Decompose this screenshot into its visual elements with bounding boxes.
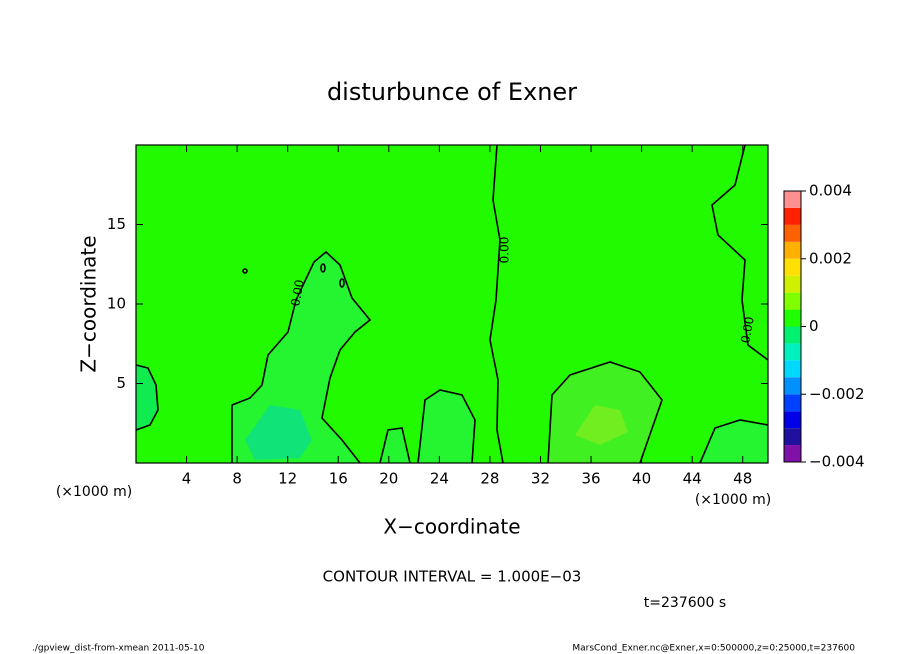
contour-interval: CONTOUR INTERVAL = 1.000E−03 (323, 568, 582, 586)
colorbar-swatch (784, 275, 801, 293)
contour-label: 0.00 (288, 279, 306, 308)
field-region (575, 405, 628, 445)
x-tick-label: 16 (329, 470, 348, 488)
colorbar-swatch (784, 207, 801, 225)
contour-line (339, 278, 345, 288)
colorbar-swatch (784, 224, 801, 242)
colorbar-swatch (784, 191, 801, 208)
field-region (380, 428, 410, 463)
contour-lines (135, 144, 769, 464)
colorbar-swatch (784, 258, 801, 276)
colorbar-swatch (784, 241, 801, 259)
x-tick-label: 32 (531, 470, 550, 488)
contour-line (547, 361, 663, 464)
field-region (418, 390, 475, 463)
x-tick-label: 40 (632, 470, 651, 488)
y-tick-label: 15 (107, 215, 126, 233)
field (136, 145, 768, 463)
chart-title: disturbunce of Exner (327, 78, 577, 106)
field-region (700, 420, 768, 463)
colorbar-swatch (784, 394, 801, 412)
x-tick-label: 4 (182, 470, 192, 488)
field-region (245, 405, 312, 460)
contour-line (242, 268, 248, 274)
colorbar-swatch (784, 309, 801, 327)
contour-label: 0.00 (738, 316, 756, 345)
x-tick-label: 24 (430, 470, 449, 488)
x-unit: (×1000 m) (56, 484, 132, 500)
time-label: t=237600 s (644, 595, 726, 611)
y-axis-label: Z−coordinate (77, 235, 101, 372)
footer: MarsCond_Exner.nc@Exner,x=0:500000,z=0:2… (572, 644, 855, 654)
contour-line (320, 263, 326, 273)
field-region (136, 365, 158, 430)
y-tick-label: 10 (107, 295, 126, 313)
colorbar-swatch (784, 445, 801, 462)
x-tick-label: 8 (232, 470, 242, 488)
contour-line (379, 427, 411, 464)
y-tick-label: 5 (116, 374, 126, 392)
colorbar-tick-label: 0 (809, 317, 819, 335)
colorbar-swatch (784, 360, 801, 378)
colorbar-swatch (784, 377, 801, 395)
contour-line (135, 364, 159, 431)
x-tick-label: 36 (581, 470, 600, 488)
contour-line (231, 250, 372, 464)
colorbar-tick-label: −0.002 (809, 385, 865, 403)
colorbar-tick-label: 0.002 (809, 249, 852, 267)
x-tick-label: 48 (733, 470, 752, 488)
contour-line (711, 144, 769, 361)
x-axis-label: X−coordinate (383, 515, 520, 539)
x-tick-label: 28 (480, 470, 499, 488)
x-tick-label: 12 (278, 470, 297, 488)
colorbar-swatch (784, 343, 801, 361)
colorbar-tick-label: 0.004 (809, 182, 852, 200)
x-unit: (×1000 m) (695, 492, 771, 508)
contour-line (699, 419, 769, 464)
colorbar-swatch (784, 292, 801, 310)
colorbar-swatch (784, 326, 801, 344)
colorbar-swatch (784, 411, 801, 429)
x-tick-label: 20 (379, 470, 398, 488)
contour-label: 0.00 (498, 237, 512, 264)
footer: ./gpview_dist-from-xmean 2011-05-10 (32, 644, 205, 654)
colorbar-swatch (784, 428, 801, 446)
colorbar-tick-label: −0.004 (809, 453, 865, 471)
contour-line (417, 389, 476, 464)
contour-line (489, 144, 504, 464)
x-tick-label: 44 (683, 470, 702, 488)
